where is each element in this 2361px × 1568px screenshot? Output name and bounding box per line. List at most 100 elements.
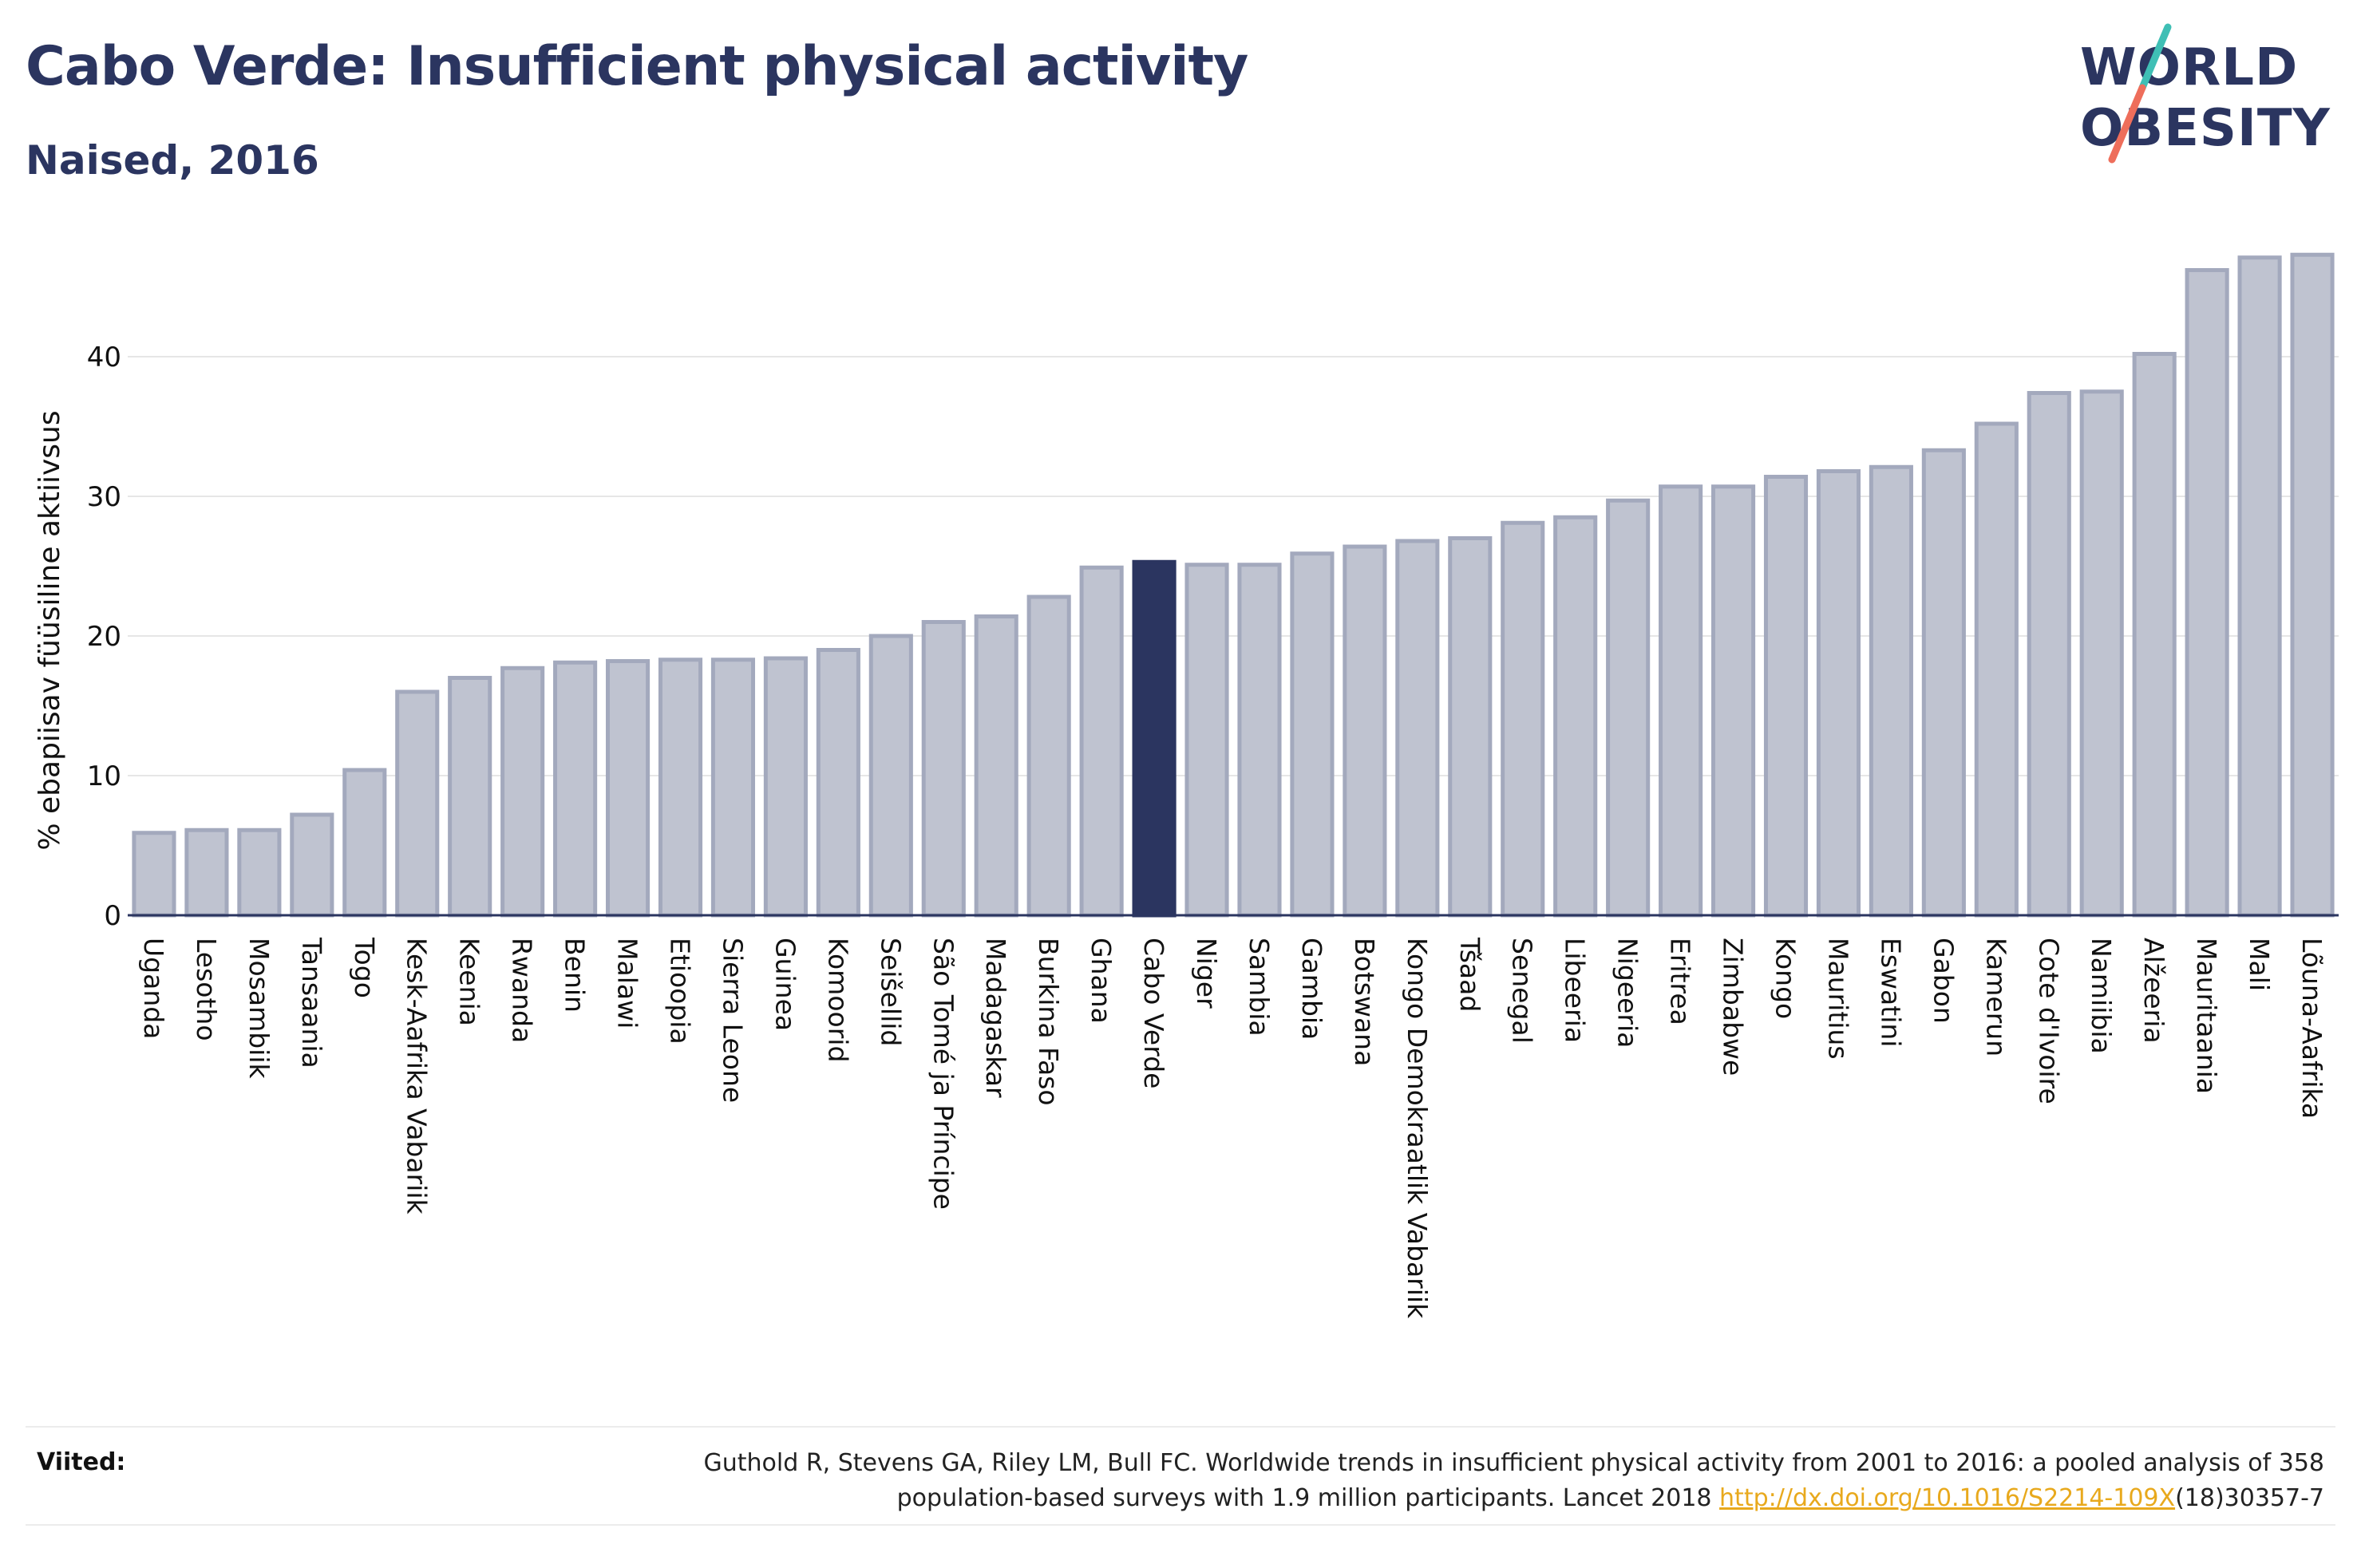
x-tick-label: Uganda	[138, 938, 169, 1039]
y-axis-label: % ebapiisav füüsiline aktiivsus	[34, 410, 66, 850]
bar	[1659, 484, 1703, 918]
x-tick-label: Mauritaania	[2191, 938, 2222, 1094]
x-tick-label: Kamerun	[1980, 938, 2011, 1057]
bar-highlight	[1132, 559, 1177, 918]
bar	[1763, 475, 1809, 918]
bar	[2290, 252, 2335, 918]
bar	[1974, 421, 2019, 918]
x-tick-label: Malawi	[612, 938, 643, 1029]
x-tick-label: Eritrea	[1665, 938, 1696, 1025]
x-tick-label: Keenia	[454, 938, 485, 1026]
y-axis-ticks: 0 10 20 30 40	[87, 342, 121, 932]
bar	[1921, 448, 1966, 918]
bar	[500, 666, 545, 918]
bar	[868, 634, 913, 918]
bar	[2185, 268, 2229, 918]
y-tick-label: 0	[104, 900, 121, 932]
x-tick-label: Sambia	[1244, 938, 1275, 1037]
x-tick-label: Alžeeria	[2138, 938, 2169, 1044]
sources-line-2-suffix: (18)30357-7	[2175, 1484, 2324, 1512]
bar	[2132, 352, 2177, 918]
x-tick-label: São Tomé ja Príncipe	[927, 938, 959, 1210]
x-tick-label: Rwanda	[507, 938, 538, 1043]
bar	[1501, 520, 1545, 918]
bars	[132, 252, 2335, 918]
bar	[763, 656, 808, 918]
doi-link[interactable]: http://dx.doi.org/10.1016/S2214-109X	[1719, 1484, 2176, 1512]
footer-divider-top	[26, 1426, 2335, 1428]
bar	[1395, 539, 1440, 918]
gridlines	[128, 356, 2339, 776]
x-axis-labels: Uganda Lesotho Mosambiik Tansaania Togo Kesk-…	[138, 937, 2327, 1319]
x-tick-label: Togo	[349, 937, 380, 998]
sources-label: Viited:	[37, 1448, 126, 1476]
bar	[2237, 255, 2282, 918]
sources-line-2-text: population-based surveys with 1.9 millio…	[896, 1484, 1720, 1512]
bar	[1710, 484, 1756, 918]
logo-slash-teal	[2138, 23, 2172, 92]
x-tick-label: Lesotho	[191, 938, 222, 1041]
x-tick-label: Etioopia	[665, 938, 696, 1045]
x-tick-label: Benin	[560, 938, 591, 1013]
x-tick-label: Mali	[2244, 938, 2275, 991]
bar	[658, 658, 703, 918]
logo-slash-coral	[2108, 84, 2146, 164]
bar	[1553, 515, 1598, 918]
x-tick-label: Tansaania	[296, 937, 327, 1068]
x-tick-label: Botswana	[1349, 938, 1380, 1066]
chart-title: Cabo Verde: Insufficient physical activi…	[26, 35, 1248, 98]
x-tick-label: Nigeeria	[1612, 938, 1643, 1048]
bar	[1816, 469, 1861, 918]
x-tick-label: Mauritius	[1822, 938, 1853, 1060]
footer-divider-bottom	[26, 1524, 2335, 1526]
x-tick-label: Namiibia	[2086, 938, 2117, 1054]
bar	[1869, 464, 1913, 918]
bar	[395, 689, 440, 918]
x-tick-label: Komoorid	[822, 938, 853, 1062]
x-tick-label: Gambia	[1296, 938, 1327, 1040]
world-obesity-logo: WORLD OBESITY	[2080, 23, 2330, 164]
y-tick-label: 40	[87, 342, 121, 373]
sources-text: Guthold R, Stevens GA, Riley LM, Bull FC…	[568, 1446, 2324, 1516]
bar	[816, 648, 860, 918]
bar	[1079, 565, 1124, 918]
x-tick-label: Eswatini	[1875, 938, 1906, 1047]
x-tick-label: Guinea	[769, 938, 801, 1031]
x-tick-label: Madagaskar	[980, 938, 1011, 1098]
chart-subtitle: Naised, 2016	[26, 137, 319, 184]
x-tick-label: Cabo Verde	[1138, 938, 1169, 1088]
x-tick-label: Libeeria	[1560, 938, 1591, 1043]
x-tick-label: Senegal	[1507, 938, 1538, 1044]
y-tick-label: 30	[87, 481, 121, 513]
x-tick-label: Lõuna-Aafrika	[2296, 938, 2327, 1119]
bar	[2027, 391, 2071, 918]
bar	[290, 812, 334, 918]
x-tick-label: Kongo Demokraatlik Vabariik	[1402, 938, 1433, 1319]
bar	[921, 620, 966, 918]
bar	[1343, 544, 1387, 918]
bar	[710, 658, 756, 918]
bar	[1026, 594, 1071, 918]
bar	[553, 660, 598, 918]
x-tick-label: Niger	[1191, 938, 1222, 1009]
bar	[1184, 563, 1229, 918]
bar	[448, 676, 492, 918]
x-tick-label: Seišellid	[875, 938, 906, 1046]
bar	[1606, 498, 1651, 918]
bar	[132, 831, 176, 918]
x-tick-label: Tšaad	[1454, 937, 1485, 1012]
bar	[974, 614, 1018, 918]
x-tick-label: Mosambiik	[243, 938, 275, 1080]
bar	[342, 768, 387, 918]
x-tick-label: Sierra Leone	[717, 938, 748, 1103]
bar	[237, 827, 282, 918]
x-tick-label: Zimbabwe	[1718, 938, 1749, 1076]
x-tick-label: Gabon	[1928, 938, 1959, 1024]
y-tick-label: 20	[87, 621, 121, 653]
y-tick-label: 10	[87, 760, 121, 792]
bar	[605, 659, 651, 918]
sources-line-1: Guthold R, Stevens GA, Riley LM, Bull FC…	[703, 1449, 2324, 1477]
bar	[1237, 563, 1282, 918]
bar	[1290, 551, 1335, 918]
